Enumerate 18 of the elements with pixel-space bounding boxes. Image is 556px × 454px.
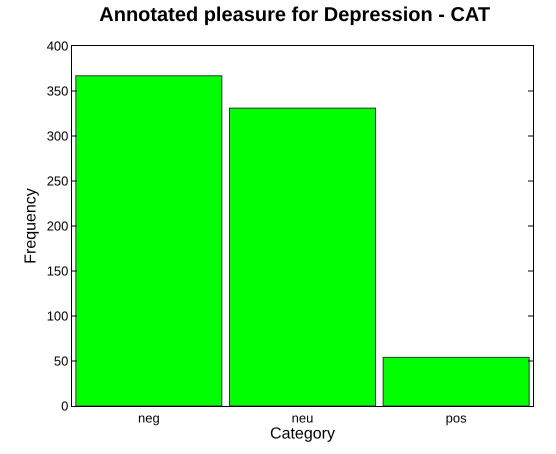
bar <box>229 108 376 406</box>
y-tick-label: 50 <box>54 354 68 369</box>
y-tick-label: 350 <box>46 84 68 99</box>
x-tick-label: pos <box>446 410 468 426</box>
x-tick-label: neu <box>292 410 314 426</box>
y-tick-label: 250 <box>46 174 68 189</box>
chart-title: Annotated pleasure for Depression - CAT <box>99 4 490 26</box>
x-axis-title: Category <box>270 426 335 443</box>
y-tick-label: 100 <box>46 308 68 324</box>
y-tick-label: 400 <box>46 38 68 54</box>
y-tick-label: 0 <box>61 398 68 414</box>
y-axis-title: Frequency <box>22 188 40 264</box>
y-tick-label: 200 <box>46 218 68 234</box>
y-tick-label: 150 <box>46 264 68 279</box>
bar <box>382 356 530 406</box>
y-tick-label: 300 <box>46 128 68 144</box>
bar <box>75 75 222 406</box>
x-tick-label: neg <box>138 410 160 426</box>
